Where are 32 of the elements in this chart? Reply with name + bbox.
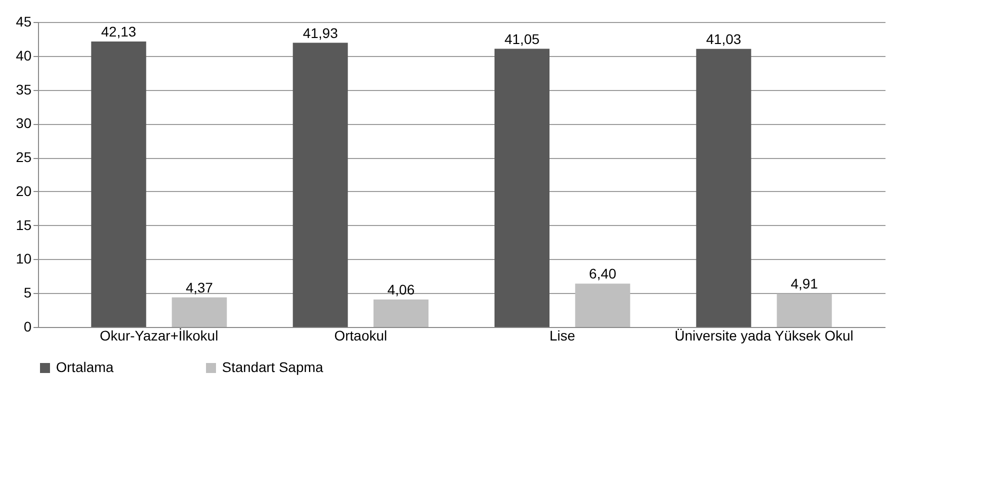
- y-tick-label: 15: [16, 216, 32, 233]
- data-label: 41,05: [504, 30, 540, 47]
- x-tick-label: Ortaokul: [334, 328, 388, 344]
- y-tick-label: 30: [16, 115, 32, 132]
- y-tick-label: 40: [16, 47, 32, 64]
- y-tick-label: 20: [16, 182, 32, 199]
- y-tick-label: 45: [16, 14, 32, 30]
- y-tick-label: 5: [24, 284, 32, 301]
- bar: [91, 41, 146, 327]
- data-label: 4,91: [790, 276, 818, 292]
- x-tick-label: Okur-Yazar+İlkokul: [100, 328, 218, 344]
- y-tick-label: 10: [16, 250, 32, 267]
- data-label: 4,06: [387, 281, 415, 298]
- y-tick-label: 35: [16, 81, 32, 98]
- y-tick-label: 25: [16, 149, 32, 166]
- x-tick-label: Lise: [549, 328, 576, 344]
- data-label: 6,40: [589, 266, 617, 282]
- bar: [494, 48, 550, 327]
- data-label: 41,03: [706, 30, 742, 47]
- data-label: 42,13: [101, 23, 136, 40]
- bar: [292, 42, 348, 327]
- bar: [172, 297, 227, 327]
- data-label: 4,37: [186, 279, 214, 296]
- x-tick-label: Üniversite yada Yüksek Okul: [674, 328, 854, 344]
- legend-label: Ortalama: [56, 359, 114, 375]
- legend-label: Standart Sapma: [222, 359, 324, 375]
- bar: [575, 284, 630, 327]
- y-tick-label: 0: [24, 318, 32, 334]
- bar: [696, 48, 752, 327]
- bar: [374, 299, 428, 327]
- bar: [776, 294, 832, 327]
- data-label: 41,93: [302, 24, 338, 41]
